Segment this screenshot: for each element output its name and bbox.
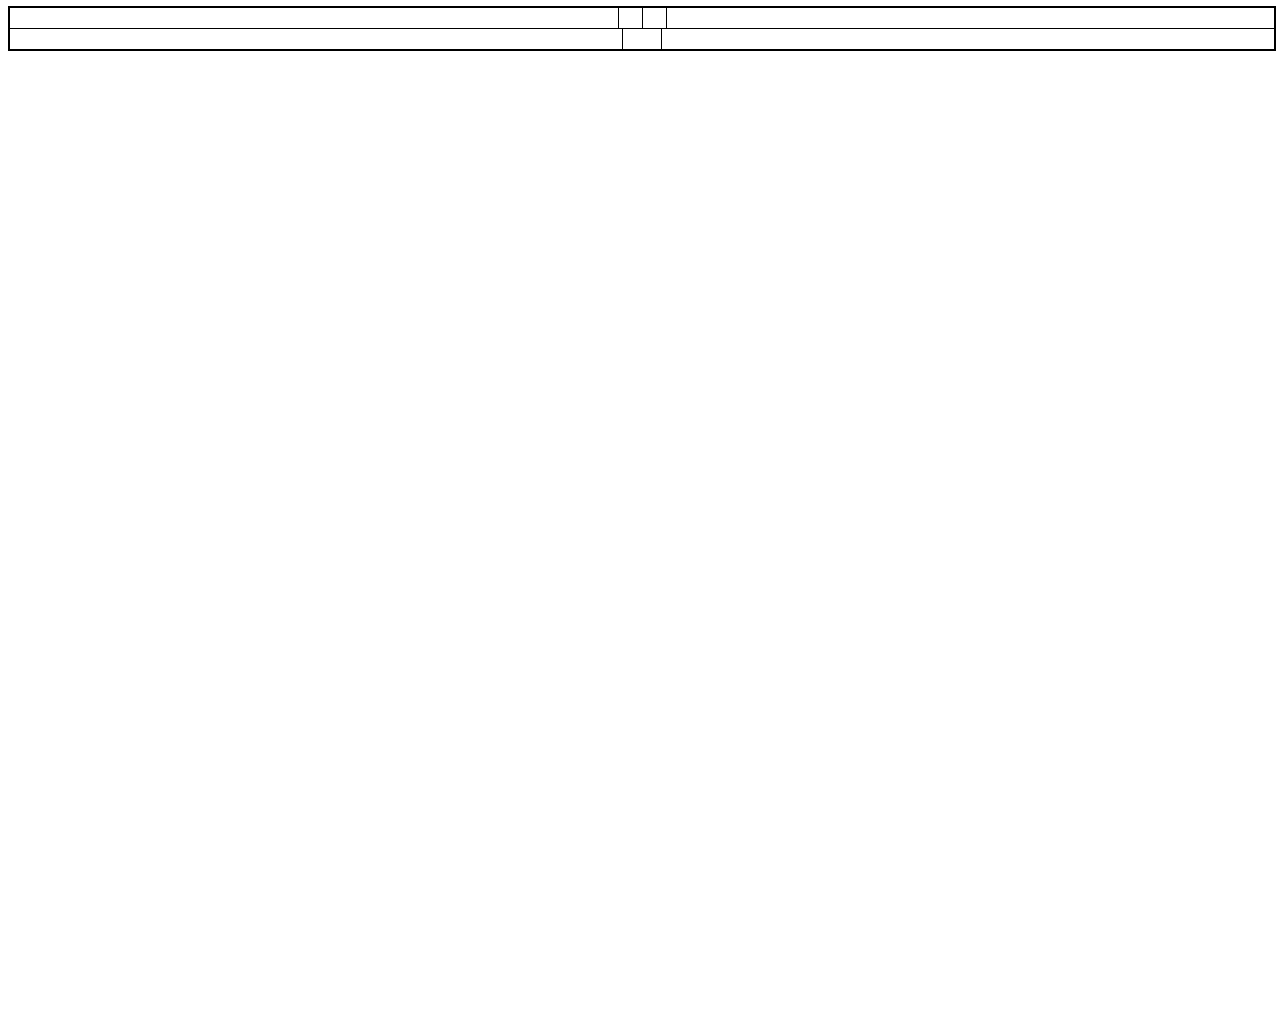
- latitude-cell: [643, 8, 667, 28]
- altitude-cell: [667, 8, 695, 28]
- header-row-forecast: [10, 29, 1274, 49]
- header-row-station: [10, 8, 1274, 29]
- station-cell: [590, 8, 619, 28]
- forecast-cell: [599, 29, 623, 49]
- computed-cell: [662, 29, 685, 49]
- header-box: [8, 6, 1276, 51]
- model-cell: [623, 29, 662, 49]
- longitude-cell: [619, 8, 643, 28]
